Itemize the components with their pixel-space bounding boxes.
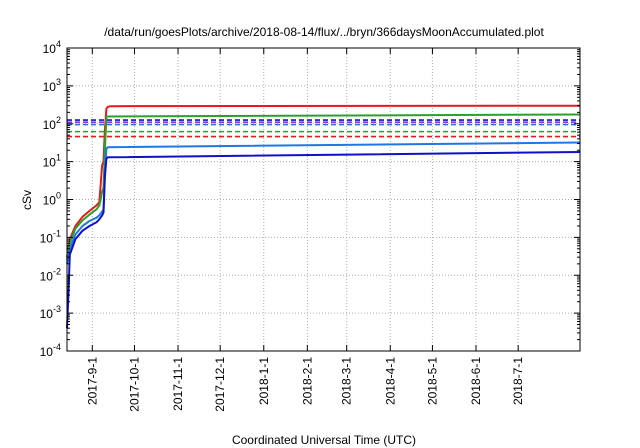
y-tick-label: 102 — [43, 115, 61, 132]
x-tick-label: 2017-12-1 — [213, 357, 227, 412]
x-tick-label: 2018-4-1 — [383, 357, 397, 405]
grid-lines — [67, 48, 580, 351]
plot-frame — [66, 47, 581, 352]
series-line — [66, 113, 581, 261]
y-tick-label: 103 — [43, 77, 61, 94]
x-tick-label: 2018-2-1 — [300, 357, 314, 405]
data-series — [66, 104, 581, 329]
y-tick-label: 104 — [43, 39, 61, 56]
x-tick-label: 2018-5-1 — [425, 357, 439, 405]
y-tick-label: 10-1 — [40, 228, 61, 245]
y-tick-label: 101 — [43, 153, 61, 170]
x-axis-label: Coordinated Universal Time (UTC) — [232, 433, 416, 447]
y-axis-ticks: 10-4 10-3 10-2 10-1 100 101 102 103 104 — [40, 39, 580, 359]
x-tick-label: 2018-6-1 — [469, 357, 483, 405]
x-tick-label: 2017-11-1 — [171, 357, 185, 411]
series-line — [66, 104, 581, 258]
x-tick-label: 2018-7-1 — [511, 357, 525, 405]
series-line — [66, 141, 581, 264]
x-axis-ticks: 2017-9-1 2017-10-1 2017-11-1 2017-12-1 2018-… — [85, 48, 525, 412]
y-tick-label: 10-4 — [40, 342, 61, 359]
y-tick-label: 10-3 — [40, 304, 61, 321]
y-tick-label: 10-2 — [40, 266, 61, 283]
series-line — [66, 151, 581, 329]
reference-lines — [67, 119, 580, 138]
y-tick-label: 100 — [43, 191, 61, 208]
x-tick-label: 2018-1-1 — [257, 357, 271, 405]
x-tick-label: 2018-3-1 — [340, 357, 354, 405]
x-tick-label: 2017-9-1 — [85, 357, 99, 405]
chart-title: /data/run/goesPlots/archive/2018-08-14/f… — [104, 25, 544, 39]
y-axis-label: cSv — [20, 190, 34, 210]
x-tick-label: 2017-10-1 — [127, 357, 141, 412]
